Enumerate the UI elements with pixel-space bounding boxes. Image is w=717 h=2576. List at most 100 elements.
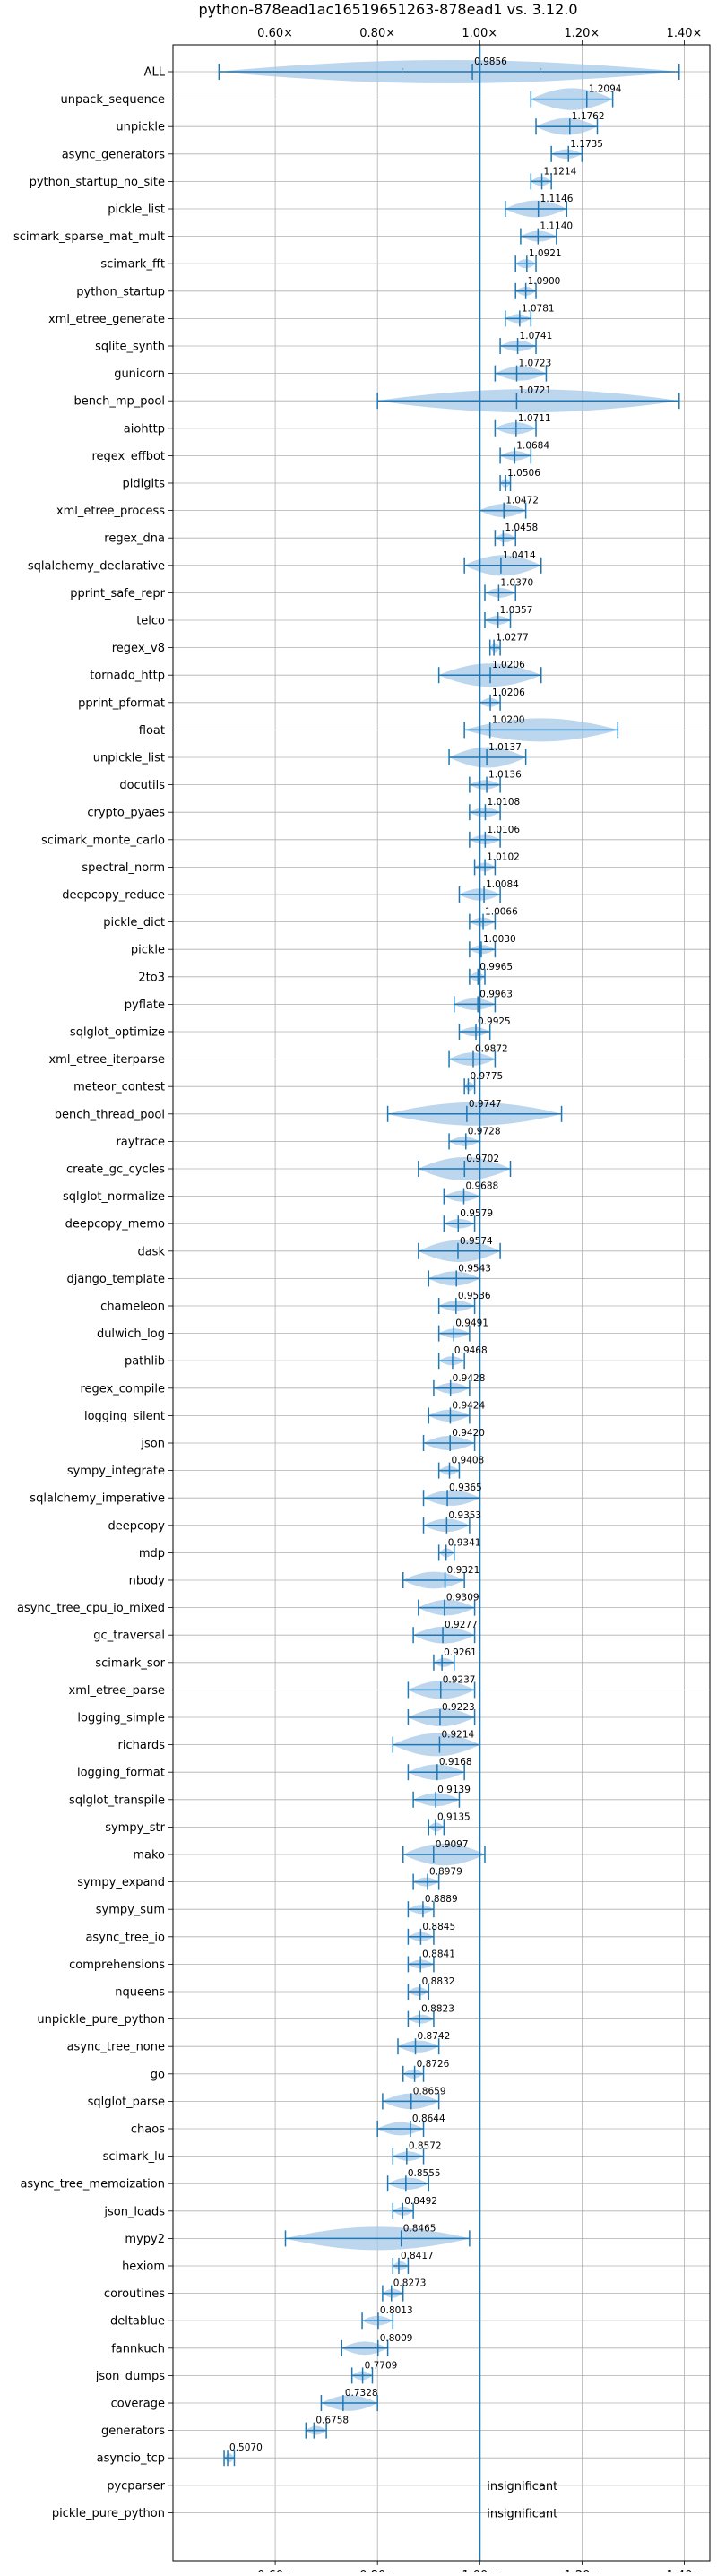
value-label: 0.9237 — [443, 1674, 476, 1685]
value-label: 0.8659 — [413, 2086, 446, 2096]
value-label: 0.9135 — [437, 1811, 471, 1822]
category-label: crypto_pyaes — [87, 807, 165, 820]
category-label: xml_etree_iterparse — [48, 1053, 165, 1067]
category-label: sqlglot_parse — [88, 2096, 165, 2109]
value-label: 1.0506 — [507, 468, 540, 479]
value-label: 1.0108 — [487, 797, 520, 808]
value-label: 1.0030 — [483, 934, 516, 945]
value-label: 0.8555 — [408, 2168, 441, 2179]
value-label: 1.0414 — [503, 550, 536, 561]
category-label: richards — [118, 1739, 166, 1752]
value-label: 0.9424 — [452, 1400, 485, 1411]
value-label: 0.8644 — [412, 2114, 445, 2124]
category-label: deepcopy — [108, 1519, 165, 1533]
category-label: xml_etree_parse — [69, 1684, 165, 1698]
value-label: 0.8013 — [380, 2305, 413, 2316]
category-label: mako — [133, 1849, 165, 1863]
category-label: telco — [136, 615, 165, 628]
category-label: sqlglot_transpile — [69, 1794, 165, 1807]
category-label: async_tree_io — [85, 1931, 165, 1944]
category-label: pprint_pformat — [78, 696, 165, 710]
plot-frame — [172, 44, 711, 2562]
category-label: logging_simple — [77, 1712, 165, 1725]
value-label: 0.9491 — [455, 1318, 488, 1329]
value-label: 1.0084 — [486, 879, 519, 890]
value-label: 0.9321 — [447, 1565, 480, 1576]
category-label: sqlalchemy_imperative — [30, 1492, 165, 1506]
category-label: python_startup — [76, 285, 165, 298]
category-label: json_loads — [103, 2205, 165, 2218]
category-label: coverage — [111, 2398, 165, 2411]
category-label: scimark_fft — [100, 258, 165, 272]
value-label: 0.9925 — [478, 1016, 511, 1027]
value-label: 0.8465 — [403, 2223, 436, 2234]
value-label: 0.9536 — [458, 1291, 491, 1301]
value-label: 0.9468 — [454, 1345, 488, 1356]
value-label: 0.8492 — [404, 2196, 437, 2207]
value-label: 1.2094 — [589, 84, 622, 95]
value-label: 0.9574 — [460, 1236, 493, 1247]
x-tick-label-bottom: 1.00× — [462, 2569, 497, 2572]
category-label: raytrace — [116, 1136, 165, 1149]
value-label: 0.8841 — [422, 1949, 455, 1959]
value-label: 1.1146 — [540, 194, 574, 204]
category-label: generators — [101, 2425, 165, 2438]
value-label: 1.1140 — [540, 221, 573, 232]
value-label: 0.8979 — [429, 1867, 462, 1878]
value-label: 0.9261 — [444, 1647, 477, 1658]
category-label: sympy_sum — [96, 1904, 165, 1917]
value-label: 1.0723 — [519, 359, 552, 369]
value-label: 0.9223 — [442, 1702, 475, 1713]
category-label: 2to3 — [138, 971, 165, 984]
x-tick-label-top: 1.00× — [462, 27, 497, 40]
category-label: chaos — [131, 2123, 165, 2137]
value-label: 1.0066 — [485, 907, 518, 918]
category-label: fannkuch — [111, 2342, 165, 2356]
category-label: nqueens — [115, 1986, 165, 2000]
category-label: bench_mp_pool — [73, 395, 165, 409]
category-label: deepcopy_memo — [65, 1218, 165, 1232]
category-label: pidigits — [123, 478, 166, 491]
category-label: asyncio_tcp — [97, 2452, 165, 2466]
value-label: 1.1214 — [544, 166, 577, 177]
value-label: 0.9543 — [458, 1263, 491, 1274]
value-label: 0.9408 — [452, 1456, 485, 1466]
category-label: tornado_http — [90, 670, 165, 683]
x-tick-label-top: 0.60× — [257, 27, 293, 40]
value-label: 0.8273 — [393, 2278, 427, 2289]
value-label: 1.0277 — [496, 633, 529, 644]
value-label: 1.0206 — [492, 687, 525, 698]
category-label: pprint_safe_repr — [70, 587, 165, 601]
category-label: json_dumps — [95, 2370, 165, 2383]
category-label: dulwich_log — [97, 1327, 165, 1341]
value-label: 1.0357 — [500, 605, 533, 616]
x-tick-label-bottom: 1.40× — [667, 2569, 703, 2572]
chart-title: python-878ead1ac16519651263-878ead1 vs. … — [198, 1, 577, 18]
category-label: coroutines — [104, 2287, 165, 2301]
category-label: docutils — [119, 779, 165, 792]
category-label: deltablue — [110, 2315, 165, 2329]
category-label: bench_thread_pool — [55, 1108, 165, 1121]
value-label: 1.0458 — [505, 523, 538, 533]
value-label: 0.9341 — [448, 1537, 481, 1548]
value-label: 0.5070 — [229, 2442, 263, 2453]
value-label: 0.8845 — [422, 1922, 455, 1932]
category-label: pickle_pure_python — [52, 2507, 165, 2520]
violin-layer — [219, 60, 679, 2463]
value-label: 0.7328 — [345, 2388, 378, 2399]
value-label: 0.8572 — [409, 2141, 442, 2152]
value-label: 0.9420 — [452, 1428, 485, 1439]
category-label: logging_format — [77, 1767, 165, 1780]
category-label: sqlite_synth — [95, 341, 165, 354]
category-label: sympy_str — [105, 1821, 165, 1835]
category-label: sqlglot_normalize — [63, 1190, 165, 1204]
category-label: async_tree_memoization — [20, 2178, 165, 2191]
category-label: deepcopy_reduce — [62, 889, 165, 903]
x-tick-label-bottom: 0.80× — [359, 2569, 395, 2572]
value-label: 0.9856 — [474, 56, 507, 67]
category-label: pathlib — [125, 1355, 165, 1369]
value-label: 1.0711 — [518, 413, 551, 424]
category-label: meteor_contest — [73, 1081, 165, 1094]
value-label: 1.0684 — [516, 440, 549, 451]
